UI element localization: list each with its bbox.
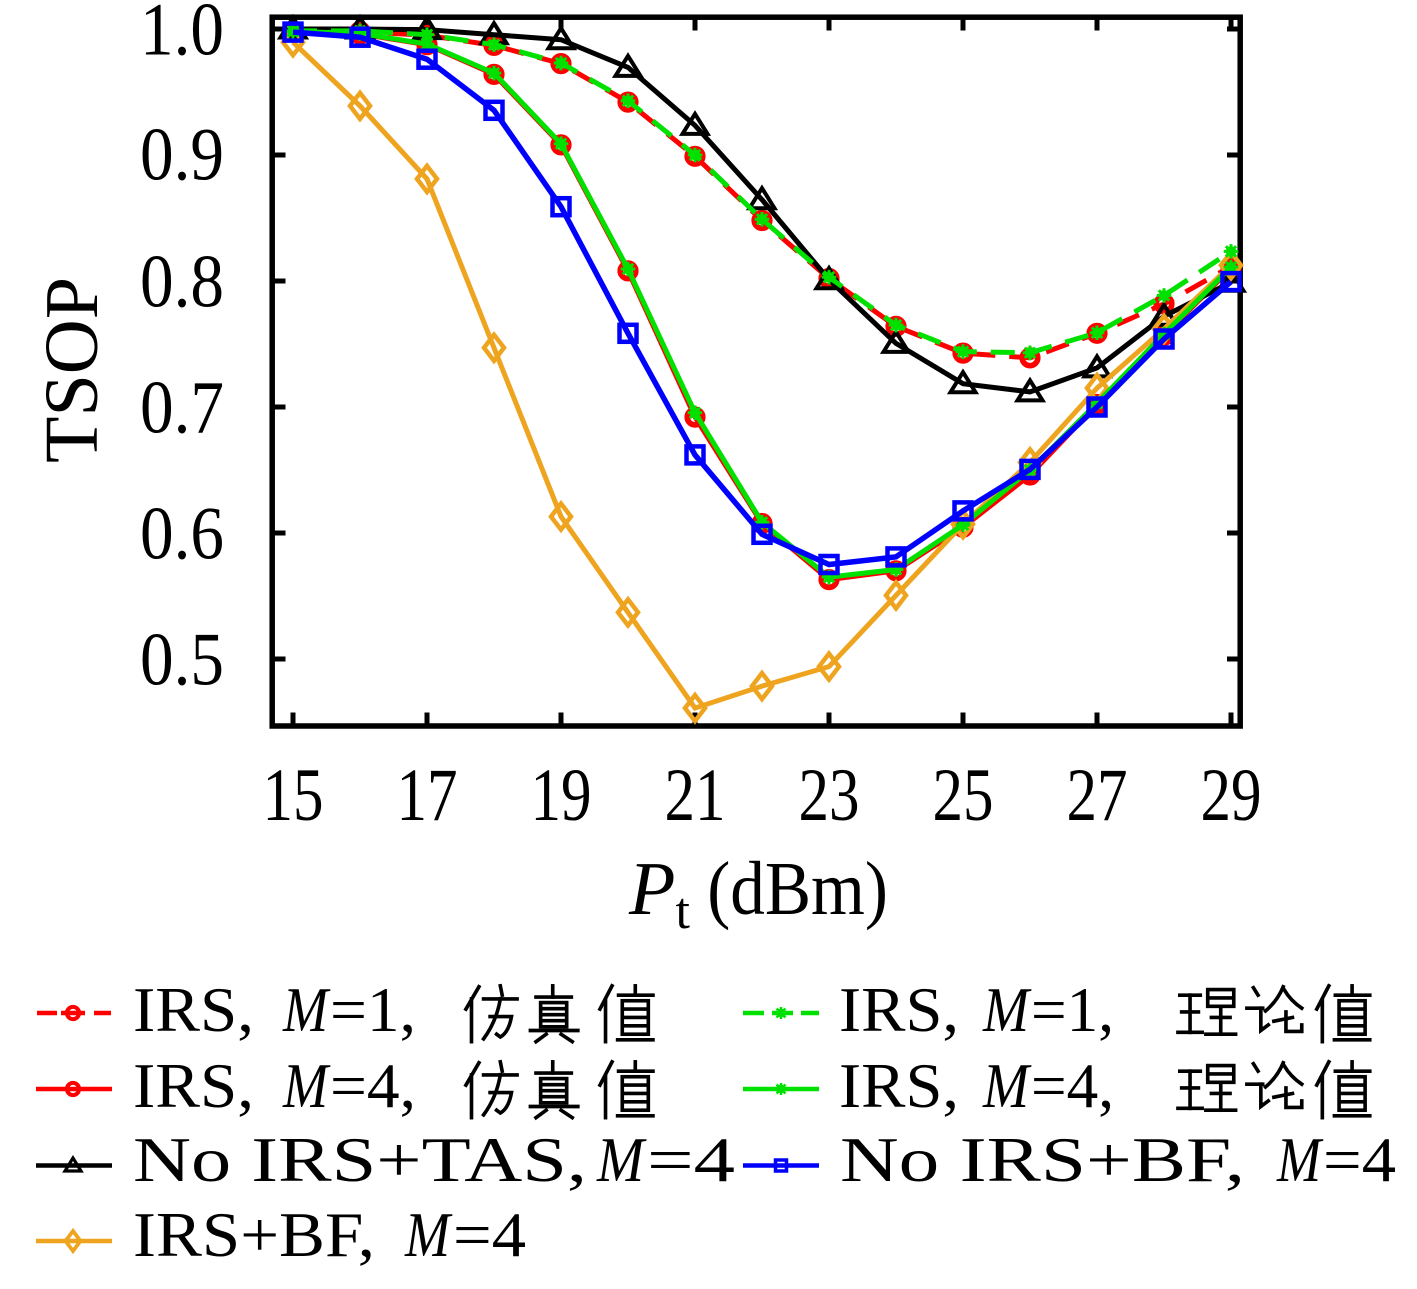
svg-text:No IRS+TAS,M=4: No IRS+TAS, M=4: [133, 1124, 735, 1195]
svg-text:21: 21: [665, 754, 726, 837]
svg-text:IRS,M=1,: IRS, M=1,: [839, 974, 1114, 1045]
svg-text:IRS,M=4,: IRS, M=4,: [133, 1050, 416, 1121]
svg-text:1.0: 1.0: [140, 0, 224, 72]
svg-text:29: 29: [1201, 754, 1262, 837]
svg-text:IRS,M=4,: IRS, M=4,: [839, 1050, 1114, 1121]
svg-text:0.7: 0.7: [140, 367, 224, 450]
svg-text:23: 23: [799, 754, 860, 837]
svg-text:0.6: 0.6: [140, 493, 224, 576]
svg-text:25: 25: [933, 754, 994, 837]
svg-text:17: 17: [397, 754, 458, 837]
svg-text:0.5: 0.5: [140, 619, 224, 702]
svg-text:IRS+BF,M=4: IRS+BF, M=4: [133, 1199, 526, 1270]
svg-text:19: 19: [531, 754, 592, 837]
svg-text:No IRS+BF,M=4: No IRS+BF, M=4: [840, 1124, 1396, 1195]
svg-text:0.8: 0.8: [140, 241, 224, 324]
svg-text:15: 15: [263, 754, 324, 837]
svg-text:0.9: 0.9: [140, 114, 224, 197]
svg-text:27: 27: [1067, 754, 1128, 837]
svg-text:IRS,M=1,: IRS, M=1,: [133, 974, 416, 1045]
svg-text:Pt (dBm): Pt (dBm): [628, 847, 888, 940]
svg-text:TSOP: TSOP: [30, 277, 114, 463]
